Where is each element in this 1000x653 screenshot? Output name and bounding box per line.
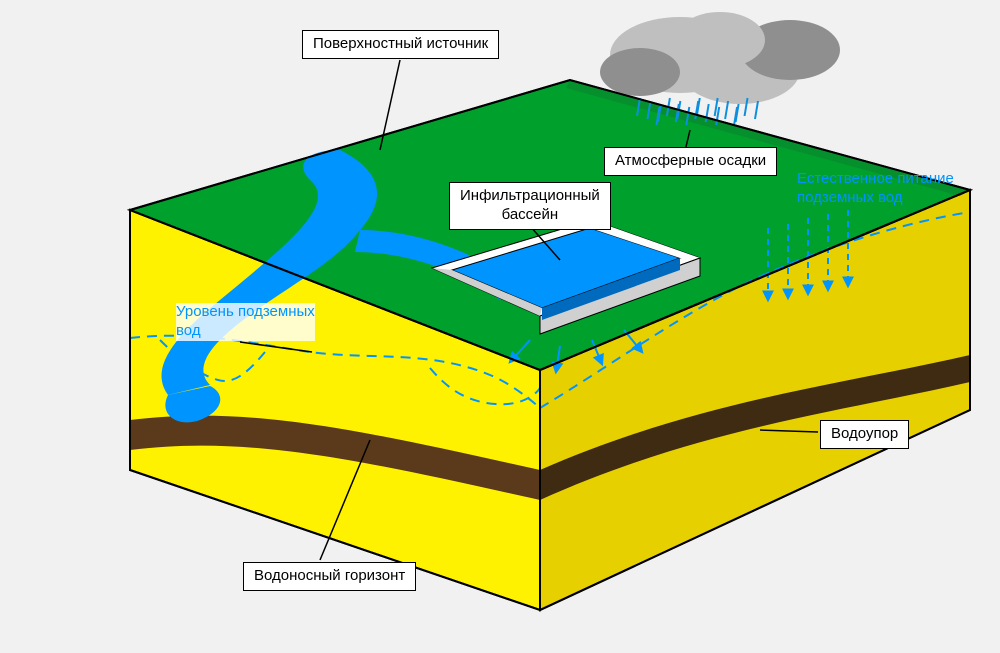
label-infiltration-basin: Инфильтрационный бассейн (449, 182, 611, 230)
label-precipitation: Атмосферные осадки (604, 147, 777, 176)
diagram-stage: Поверхностный источник Атмосферные осадк… (0, 0, 1000, 653)
label-aquifer: Водоносный горизонт (243, 562, 416, 591)
diagram-svg (0, 0, 1000, 653)
label-aquiclude: Водоупор (820, 420, 909, 449)
label-groundwater-level: Уровень подземных вод (176, 303, 315, 341)
label-natural-recharge: Естественное питание подземных вод (797, 170, 954, 208)
label-surface-source: Поверхностный источник (302, 30, 499, 59)
